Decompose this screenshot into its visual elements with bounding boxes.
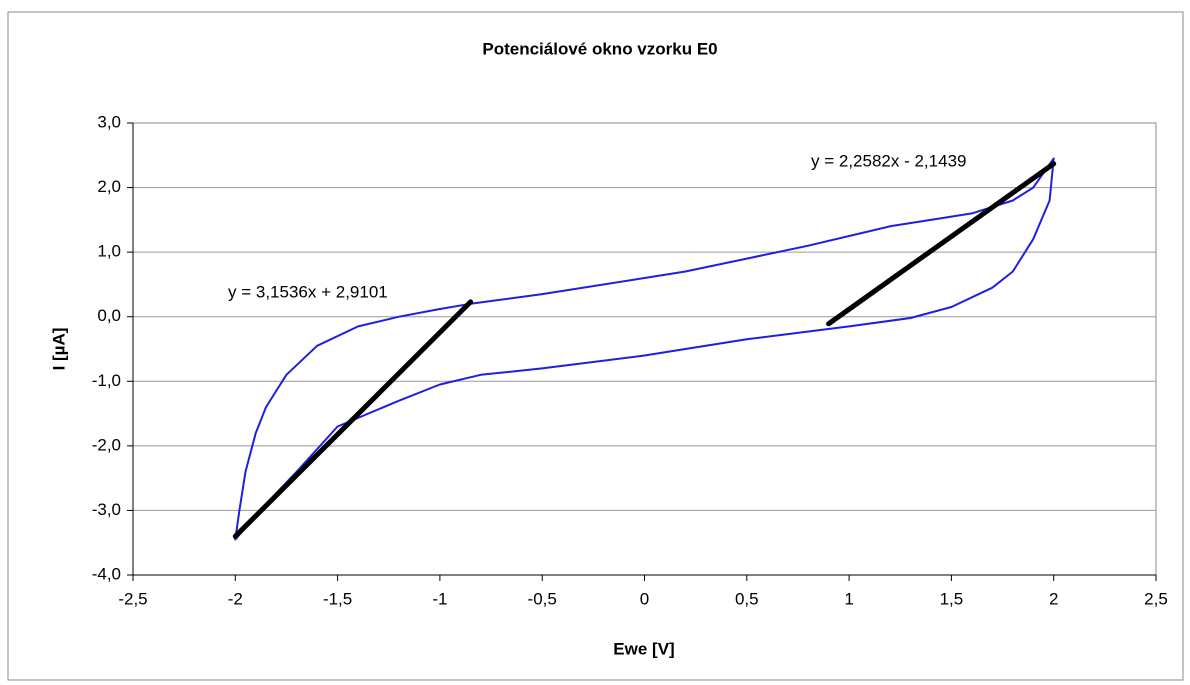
x-tick-label: -0,5: [528, 589, 557, 608]
x-tick-label: 0: [640, 589, 649, 608]
chart-title: Potenciálové okno vzorku E0: [482, 39, 717, 58]
x-tick-label: 1,5: [940, 589, 964, 608]
trend-line: [826, 161, 1057, 327]
plot-area: [132, 122, 1157, 576]
x-tick-label: -1: [432, 589, 447, 608]
x-tick-label: -2: [228, 589, 243, 608]
y-tick-label: -2,0: [92, 435, 121, 454]
x-tick-label: 0,5: [735, 589, 759, 608]
annotation: y = 3,1536x + 2,9101: [228, 282, 388, 301]
y-tick-label: 0,0: [97, 306, 121, 325]
annotation: y = 2,2582x - 2,1439: [811, 151, 966, 170]
y-tick-label: -1,0: [92, 371, 121, 390]
y-axis-label: I [µA]: [49, 328, 68, 371]
y-tick-label: 1,0: [97, 242, 121, 261]
x-tick-label: -2,5: [118, 589, 147, 608]
x-tick-label: 1: [844, 589, 853, 608]
x-axis-label: Ewe [V]: [613, 639, 674, 658]
x-tick-label: 2,5: [1144, 589, 1168, 608]
y-tick-label: -4,0: [92, 564, 121, 583]
x-tick-label: -1,5: [323, 589, 352, 608]
trend-line: [232, 299, 474, 539]
y-tick-label: 3,0: [97, 112, 121, 131]
y-tick-label: -3,0: [92, 500, 121, 519]
y-tick-label: 2,0: [97, 177, 121, 196]
x-tick-label: 2: [1049, 589, 1058, 608]
